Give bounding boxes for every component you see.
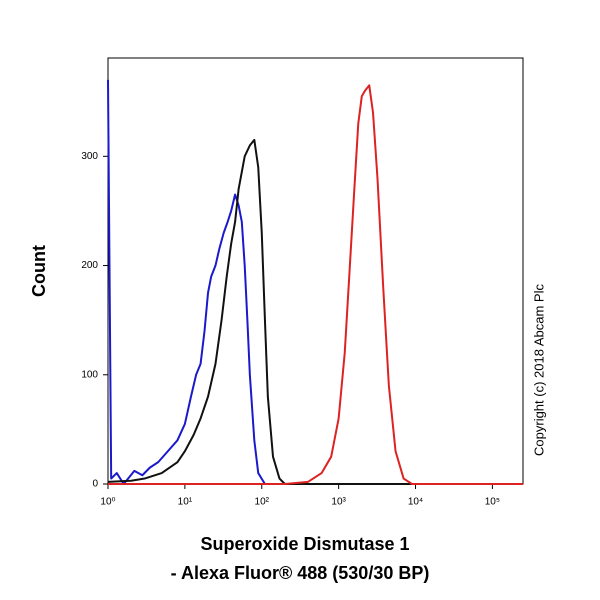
x-tick-label: 10³ — [331, 497, 346, 508]
x-tick-label: 10⁵ — [485, 497, 500, 508]
x-tick-label: 10¹ — [178, 497, 193, 508]
y-axis-label: Count — [29, 245, 49, 297]
series-line — [107, 79, 523, 485]
plot-frame — [107, 57, 524, 485]
copyright: Copyright (c) 2018 Abcam Plc — [531, 284, 546, 456]
x-tick-label: 10⁰ — [100, 497, 115, 508]
x-axis-label: - Alexa Fluor® 488 (530/30 BP) — [171, 563, 430, 583]
y-tick-label: 300 — [81, 151, 98, 162]
series-line — [107, 138, 523, 485]
x-tick-label: 10⁴ — [408, 497, 423, 508]
x-axis-label: Superoxide Dismutase 1 — [200, 534, 409, 554]
series-line — [108, 84, 523, 485]
y-tick-label: 200 — [81, 260, 98, 271]
y-tick-label: 100 — [81, 369, 98, 380]
x-tick-label: 10² — [255, 497, 270, 508]
y-tick-label: 0 — [92, 479, 98, 490]
